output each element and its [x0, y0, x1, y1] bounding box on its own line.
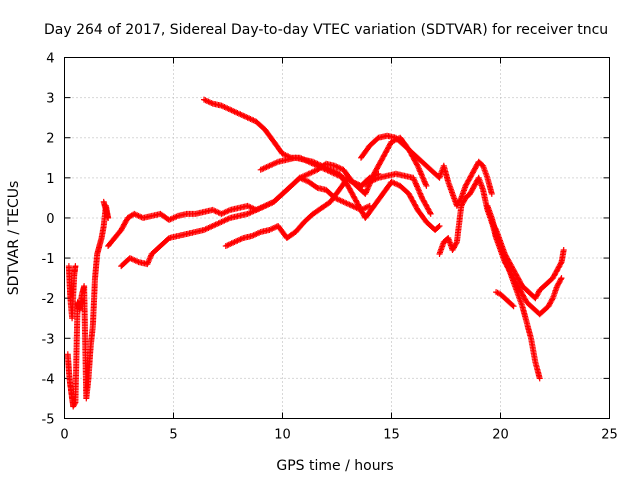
data-marker: [201, 96, 434, 217]
chart-title: Day 264 of 2017, Sidereal Day-to-day VTE…: [44, 22, 608, 38]
plot-frame: [64, 57, 610, 419]
x-tick-label: 15: [383, 428, 400, 443]
series-track-a: [65, 263, 79, 322]
y-axis-ticks: -5 -4 -3 -2 -1 0 1 2 3 4: [42, 52, 610, 428]
data-marker: [493, 289, 517, 310]
series-track-m: [100, 198, 112, 221]
data-points: [64, 96, 567, 410]
series-track-g: [257, 154, 443, 233]
series-track-b: [64, 202, 112, 410]
data-marker: [65, 263, 79, 322]
y-tick-label: 0: [46, 212, 54, 227]
x-axis-ticks: 0 5 10 15 20 25: [60, 57, 618, 443]
series-track-k: [484, 202, 565, 318]
data-marker: [64, 202, 112, 410]
data-marker: [257, 154, 443, 233]
x-tick-label: 0: [60, 428, 68, 443]
y-tick-label: 4: [46, 52, 54, 67]
y-tick-label: 1: [46, 172, 54, 187]
x-axis-label: GPS time / hours: [276, 458, 393, 474]
x-tick-label: 20: [492, 428, 509, 443]
data-marker: [100, 198, 112, 221]
data-marker: [358, 132, 495, 209]
y-tick-label: -3: [42, 332, 55, 347]
y-tick-label: 2: [46, 132, 54, 147]
x-tick-label: 25: [601, 428, 618, 443]
series-track-e: [201, 96, 434, 217]
series-track-l: [493, 289, 517, 310]
y-tick-label: -5: [42, 413, 55, 428]
gridlines: [64, 57, 610, 419]
data-marker: [484, 202, 565, 318]
x-tick-label: 10: [274, 428, 291, 443]
series-track-d: [118, 174, 373, 270]
series-track-h: [358, 132, 495, 209]
data-marker: [118, 174, 373, 270]
y-axis-label: SDTVAR / TECUs: [6, 181, 22, 296]
y-tick-label: -4: [42, 372, 55, 387]
y-tick-label: 3: [46, 92, 54, 107]
y-tick-label: -1: [42, 252, 55, 267]
x-tick-label: 5: [169, 428, 177, 443]
y-tick-label: -2: [42, 292, 55, 307]
